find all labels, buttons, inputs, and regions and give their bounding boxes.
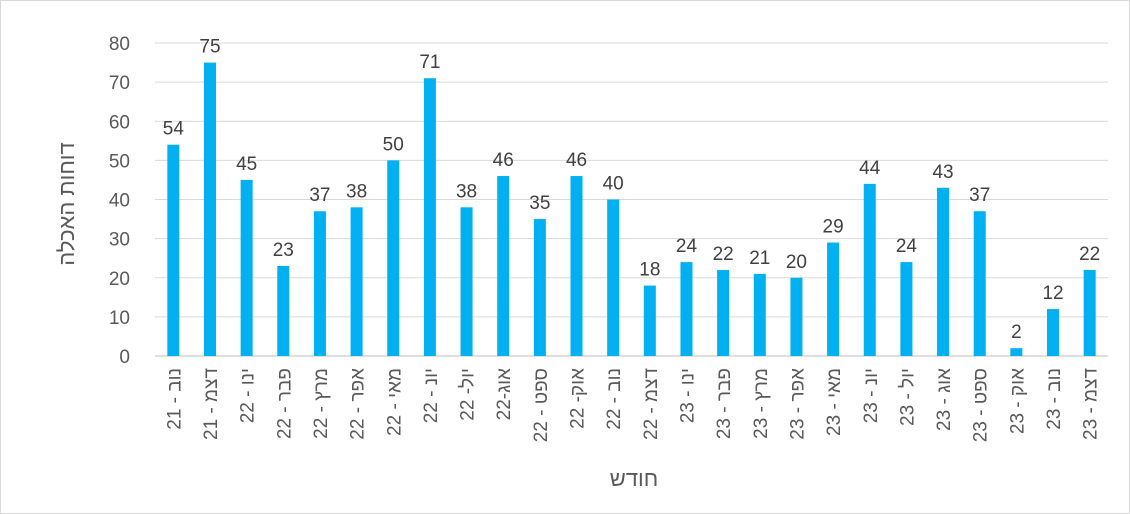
bar — [717, 269, 730, 356]
data-label: 75 — [199, 37, 220, 58]
data-label: 44 — [859, 158, 881, 179]
bar — [790, 277, 803, 356]
bar — [863, 183, 876, 356]
x-tick-label: דצמ - 22 — [641, 368, 662, 440]
bar — [1010, 348, 1023, 356]
data-label: 46 — [493, 150, 514, 171]
y-axis-ticks: 0 10 20 30 40 50 60 70 80 — [109, 34, 130, 368]
bar — [533, 219, 546, 356]
x-tick-label: אוק - 23 — [1007, 368, 1028, 434]
bar — [1047, 309, 1060, 356]
data-label: 2 — [1011, 322, 1022, 343]
bar — [827, 242, 840, 356]
x-tick-label: פבר - 22 — [274, 368, 295, 439]
data-label: 24 — [676, 236, 698, 257]
data-label: 37 — [969, 185, 990, 206]
bar — [387, 160, 400, 356]
bar — [460, 207, 473, 356]
data-label: 54 — [163, 119, 185, 140]
y-tick-label: 60 — [109, 112, 130, 133]
x-tick-label: מרץ - 22 — [311, 368, 332, 439]
bar — [497, 176, 510, 356]
data-label: 40 — [603, 174, 624, 195]
data-labels: 54 75 45 23 37 38 50 71 38 46 35 46 40 18 24 22 21 20 29 44… — [163, 37, 1100, 344]
x-tick-label: דצמ - 23 — [1081, 368, 1102, 440]
data-label: 24 — [896, 236, 918, 257]
data-label: 45 — [236, 154, 257, 175]
x-tick-label: ינו - 23 — [677, 368, 698, 423]
data-label: 38 — [456, 181, 477, 202]
data-label: 23 — [273, 240, 294, 261]
x-tick-label: ינו - 22 — [238, 368, 259, 423]
bar — [753, 273, 766, 356]
y-tick-label: 80 — [109, 34, 130, 55]
bar — [570, 176, 583, 356]
x-tick-label: נוב - 23 — [1044, 368, 1065, 430]
x-tick-label: אפר - 22 — [348, 368, 369, 440]
bar — [423, 78, 436, 357]
data-label: 12 — [1042, 283, 1063, 304]
bar — [1083, 269, 1096, 356]
x-tick-label: יונ - 23 — [861, 368, 882, 423]
x-tick-label: יול - 23 — [897, 368, 918, 426]
x-axis-title: חודש — [610, 466, 658, 491]
bar — [680, 262, 693, 356]
bar — [313, 211, 326, 356]
bar — [350, 207, 363, 356]
data-label: 43 — [932, 162, 953, 183]
x-tick-label: אוג - 23 — [934, 368, 955, 431]
bar — [900, 262, 913, 356]
x-tick-label: מאי - 23 — [824, 368, 845, 436]
x-tick-label: נוב - 21 — [164, 368, 185, 430]
bar — [203, 62, 216, 356]
bar — [240, 179, 253, 356]
x-tick-label: אוג-22 — [494, 368, 515, 420]
data-label: 21 — [749, 248, 770, 269]
y-axis-title: דוחות האכלה — [54, 142, 79, 265]
y-tick-label: 20 — [109, 269, 130, 290]
x-tick-label: ספט - 22 — [531, 368, 552, 442]
bars — [167, 62, 1096, 357]
data-label: 35 — [529, 193, 550, 214]
x-tick-label: יונ - 22 — [421, 368, 442, 423]
bar — [607, 199, 620, 356]
x-axis-ticks: נוב - 21 דצמ - 21 ינו - 22 פבר - 22 מרץ - 22… — [164, 368, 1101, 443]
gridlines — [155, 42, 1108, 357]
y-tick-label: 0 — [119, 347, 130, 368]
x-tick-label: דצמ - 21 — [201, 368, 222, 440]
data-label: 71 — [419, 52, 440, 73]
data-label: 37 — [309, 185, 330, 206]
x-tick-label: אוק- 22 — [568, 368, 589, 429]
y-tick-label: 50 — [109, 151, 130, 172]
bar — [937, 187, 950, 356]
y-tick-label: 40 — [109, 191, 130, 212]
y-tick-label: 10 — [109, 308, 130, 329]
x-tick-label: פבר - 23 — [714, 368, 735, 439]
x-tick-label: מרץ - 23 — [751, 368, 772, 439]
data-label: 38 — [346, 181, 367, 202]
bar — [973, 211, 986, 356]
data-label: 46 — [566, 150, 587, 171]
data-label: 29 — [823, 217, 844, 238]
x-tick-label: אפר - 23 — [787, 368, 808, 440]
y-tick-label: 30 — [109, 230, 130, 251]
data-label: 50 — [383, 134, 404, 155]
bar — [277, 266, 290, 356]
bar — [167, 144, 180, 356]
data-label: 22 — [713, 244, 734, 265]
bar — [643, 285, 656, 356]
x-tick-label: נוב - 22 — [604, 368, 625, 430]
x-tick-label: יול- 22 — [458, 368, 479, 421]
y-tick-label: 70 — [109, 73, 130, 94]
data-label: 20 — [786, 252, 807, 273]
x-tick-label: ספט - 23 — [971, 368, 992, 442]
x-tick-label: מאי - 22 — [384, 368, 405, 436]
data-label: 18 — [639, 260, 660, 281]
data-label: 22 — [1079, 244, 1100, 265]
